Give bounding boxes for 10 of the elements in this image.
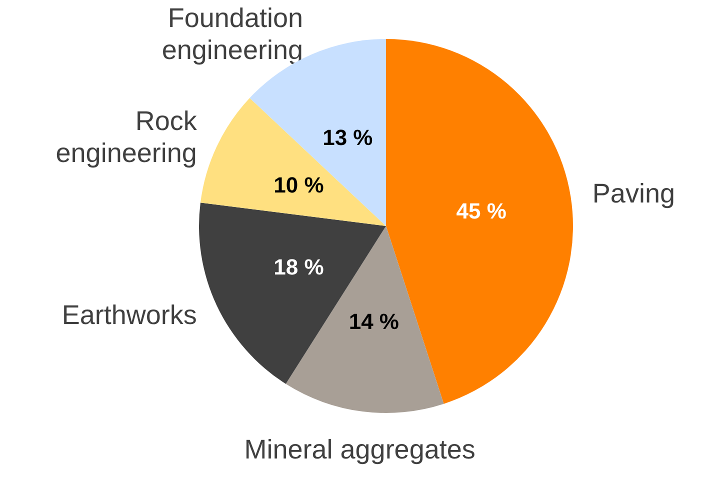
- slice-label: Rock engineering: [56, 106, 198, 168]
- slice-label: Foundation engineering: [162, 3, 303, 66]
- slice-label: Mineral aggregates: [244, 434, 476, 464]
- slice-label: Earthworks: [62, 300, 197, 330]
- data-label: 18 %: [274, 254, 324, 280]
- data-label: 10 %: [274, 172, 324, 198]
- data-label: 45 %: [456, 198, 506, 224]
- data-label: 14 %: [348, 309, 399, 334]
- slice-label: Paving: [592, 178, 675, 208]
- data-label: 13 %: [322, 124, 373, 150]
